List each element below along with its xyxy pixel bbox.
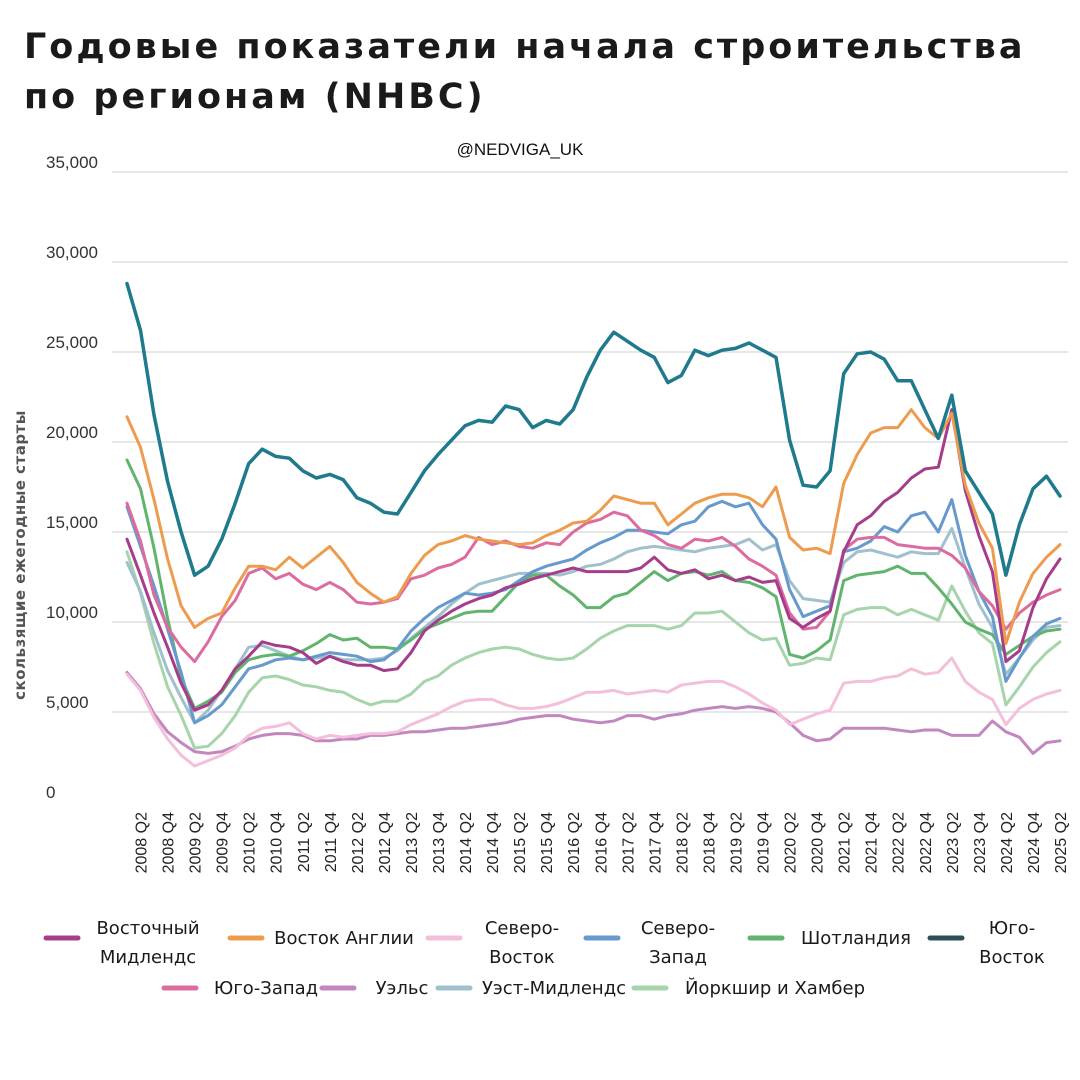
legend-label: Йоркшир и Хамбер (685, 977, 865, 999)
y-axis: 0 5,000 10,000 15,000 20,000 25,000 30,000 35,0… (11, 153, 98, 802)
series-line (125, 656, 1062, 768)
x-axis: 2008 Q2 2008 Q4 2009 Q2 2009 Q4 2010 Q2 2010 … (134, 812, 1070, 873)
x-tick-label: 2014 Q4 (485, 812, 502, 873)
x-tick-label: 2022 Q2 (891, 812, 908, 873)
y-tick-label: 25,000 (46, 333, 98, 352)
x-tick-label: 2021 Q2 (837, 812, 854, 873)
series-line (125, 498, 1062, 725)
legend-label: Восток (489, 947, 555, 968)
x-tick-label: 2022 Q4 (918, 812, 935, 873)
legend-label: Восток (979, 947, 1045, 968)
series-line (125, 408, 1062, 712)
x-tick-label: 2010 Q4 (269, 812, 286, 873)
x-tick-label: 2009 Q2 (188, 812, 205, 873)
x-tick-label: 2020 Q4 (810, 812, 827, 873)
author-credit: @NEDVIGA_UK (456, 140, 584, 159)
x-tick-label: 2010 Q2 (242, 812, 259, 873)
x-tick-label: 2012 Q2 (350, 812, 367, 873)
legend-label: Северо- (485, 918, 559, 939)
chart-title-line-1: Годовые показатели начала строительства (24, 27, 1026, 67)
x-tick-label: 2025 Q2 (1053, 812, 1070, 873)
chart-title-line-2: по регионам (NHBC) (24, 77, 486, 117)
x-tick-label: 2016 Q2 (566, 812, 583, 873)
legend-label: Шотландия (801, 928, 911, 949)
x-tick-label: 2013 Q2 (404, 812, 421, 873)
series-line (125, 526, 1062, 725)
series-line (125, 458, 1062, 710)
x-tick-label: 2015 Q2 (512, 812, 529, 873)
x-tick-label: 2023 Q4 (972, 812, 989, 873)
x-tick-label: 2008 Q4 (161, 812, 178, 873)
x-tick-label: 2018 Q2 (674, 812, 691, 873)
x-tick-label: 2017 Q4 (647, 812, 664, 873)
y-axis-label: скользящие ежегодные старты (11, 410, 29, 700)
legend-label: Юго- (989, 918, 1035, 939)
legend-label: Северо- (641, 918, 715, 939)
y-tick-label: 20,000 (46, 423, 98, 442)
y-tick-label: 5,000 (46, 693, 89, 712)
x-tick-label: 2011 Q4 (323, 812, 340, 872)
x-tick-label: 2013 Q4 (431, 812, 448, 873)
x-tick-label: 2018 Q4 (701, 812, 718, 873)
series-line (125, 408, 1062, 646)
y-tick-label: 35,000 (46, 153, 98, 172)
y-tick-label: 15,000 (46, 513, 98, 532)
x-tick-label: 2017 Q2 (620, 812, 637, 873)
legend-label: Восточный (96, 918, 199, 939)
x-tick-label: 2012 Q4 (377, 812, 394, 873)
series-line (125, 501, 1062, 664)
x-tick-label: 2020 Q2 (783, 812, 800, 873)
x-tick-label: 2021 Q4 (864, 812, 881, 873)
legend-label: Юго-Запад (214, 978, 318, 999)
series-line (125, 670, 1062, 755)
x-tick-label: 2015 Q4 (539, 812, 556, 873)
x-tick-label: 2009 Q4 (215, 812, 232, 873)
x-tick-label: 2008 Q2 (134, 812, 151, 873)
x-tick-label: 2014 Q2 (458, 812, 475, 873)
legend-label: Уэст-Мидлендс (482, 978, 626, 999)
y-tick-label: 0 (46, 783, 55, 802)
x-tick-label: 2011 Q2 (296, 812, 313, 872)
legend: Восточный Мидлендс Восток Англии Северо- Вос… (43, 918, 1045, 999)
gridlines (112, 171, 1068, 713)
legend-label: Уэльс (376, 978, 429, 999)
x-tick-label: 2019 Q4 (756, 812, 773, 873)
x-tick-label: 2016 Q4 (593, 812, 610, 873)
series-line (125, 550, 1062, 750)
series-line (125, 281, 1062, 577)
legend-label: Запад (649, 947, 707, 968)
x-tick-label: 2024 Q2 (999, 812, 1016, 873)
x-tick-label: 2023 Q2 (945, 812, 962, 873)
legend-label: Мидлендс (100, 947, 196, 968)
legend-label: Восток Англии (274, 928, 414, 949)
chart-title: Годовые показатели начала строительства … (24, 22, 1025, 122)
y-tick-label: 30,000 (46, 243, 98, 262)
y-tick-label: 10,000 (46, 603, 98, 622)
x-tick-label: 2019 Q2 (728, 812, 745, 873)
x-tick-label: 2024 Q4 (1026, 812, 1043, 873)
series-lines (125, 281, 1062, 768)
